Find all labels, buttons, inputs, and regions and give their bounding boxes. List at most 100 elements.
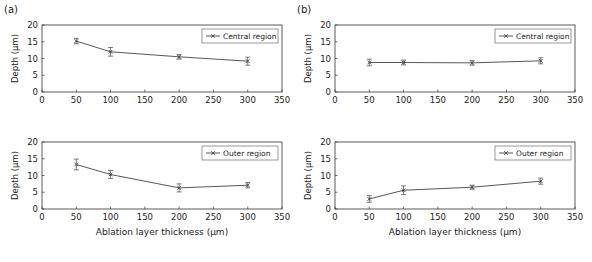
subplot: 05010015020025030035005101520Depth (μm)A… [303, 137, 583, 237]
y-tick [42, 41, 45, 42]
data-point [246, 183, 250, 187]
data-point [246, 59, 250, 63]
x-tick [213, 90, 214, 93]
x-tick [335, 207, 336, 210]
y-tick [335, 158, 338, 159]
y-tick-label: 0 [326, 87, 331, 97]
y-tick [42, 75, 45, 76]
x-tick-label: 250 [498, 212, 514, 222]
y-tick-label: 15 [27, 154, 38, 164]
x-tick-label: 350 [274, 212, 290, 222]
x-tick-label: 50 [71, 95, 82, 105]
legend-marker [504, 34, 508, 38]
y-tick-label: 5 [33, 187, 38, 197]
error-bar [401, 186, 406, 195]
series-line [76, 164, 247, 187]
x-tick-label: 50 [364, 212, 375, 222]
data-group [367, 58, 543, 66]
x-tick [179, 90, 180, 93]
x-tick-label: 200 [464, 212, 480, 222]
x-tick-label: 150 [430, 95, 446, 105]
x-tick-label: 100 [395, 95, 411, 105]
x-tick-label: 0 [39, 95, 44, 105]
legend-marker [211, 34, 215, 38]
legend: Central region [202, 29, 278, 43]
y-tick-label: 0 [326, 204, 331, 214]
data-point [109, 173, 113, 177]
x-tick [179, 207, 180, 210]
y-tick [335, 142, 338, 143]
plot-frame [335, 25, 575, 92]
x-tick-label: 150 [137, 95, 153, 105]
panel-label: (a) [4, 4, 18, 15]
x-tick-label: 300 [240, 95, 256, 105]
error-bar [245, 57, 250, 65]
x-tick [76, 90, 77, 93]
error-bar [74, 159, 79, 170]
y-tick-label: 5 [33, 70, 38, 80]
error-bar [401, 60, 406, 65]
y-axis-label: Depth (μm) [303, 34, 313, 83]
y-tick [42, 158, 45, 159]
data-point [177, 55, 181, 59]
y-tick-label: 10 [320, 54, 331, 64]
x-tick [369, 90, 370, 93]
x-tick [213, 207, 214, 210]
data-point [539, 59, 543, 63]
y-axis-label: Depth (μm) [10, 151, 20, 200]
legend-box [495, 29, 571, 43]
x-tick-label: 200 [464, 95, 480, 105]
data-point [470, 61, 474, 65]
error-bar [470, 185, 475, 189]
legend-marker [211, 151, 215, 155]
x-tick [282, 90, 283, 93]
data-point [539, 179, 543, 183]
data-point [402, 61, 406, 65]
error-bar [177, 54, 182, 59]
data-point [177, 186, 181, 190]
legend-box [495, 146, 571, 160]
y-tick [42, 92, 45, 93]
subplot: 05010015020025030035005101520Depth (μm)(… [4, 4, 290, 105]
data-point [367, 197, 371, 201]
x-tick [76, 207, 77, 210]
x-tick [540, 207, 541, 210]
y-tick-label: 0 [33, 87, 38, 97]
x-tick [369, 207, 370, 210]
plot-frame [42, 25, 282, 92]
x-tick-label: 350 [567, 212, 583, 222]
y-tick [335, 209, 338, 210]
x-tick [403, 90, 404, 93]
series-line [76, 41, 247, 61]
x-tick [144, 90, 145, 93]
x-tick-label: 350 [274, 95, 290, 105]
data-point [74, 39, 78, 43]
error-bar [367, 196, 372, 203]
y-tick-label: 20 [320, 20, 331, 30]
y-tick-label: 10 [27, 54, 38, 64]
x-tick-label: 100 [395, 212, 411, 222]
x-tick [247, 90, 248, 93]
x-tick [472, 207, 473, 210]
error-bar [108, 170, 113, 178]
legend: Outer region [202, 146, 278, 160]
x-tick-label: 350 [567, 95, 583, 105]
x-tick [42, 90, 43, 93]
x-axis-label: Ablation layer thickness (μm) [96, 227, 228, 237]
plot-frame [42, 142, 282, 209]
data-group [74, 159, 250, 192]
x-tick [144, 207, 145, 210]
y-tick-label: 15 [320, 37, 331, 47]
y-tick [42, 175, 45, 176]
x-tick [575, 207, 576, 210]
y-tick [42, 209, 45, 210]
x-tick-label: 150 [430, 212, 446, 222]
y-tick [335, 92, 338, 93]
x-tick-label: 50 [71, 212, 82, 222]
x-tick-label: 200 [171, 95, 187, 105]
plot-frame [335, 142, 575, 209]
x-tick-label: 250 [205, 95, 221, 105]
data-point [402, 188, 406, 192]
y-tick [335, 192, 338, 193]
y-tick [335, 41, 338, 42]
